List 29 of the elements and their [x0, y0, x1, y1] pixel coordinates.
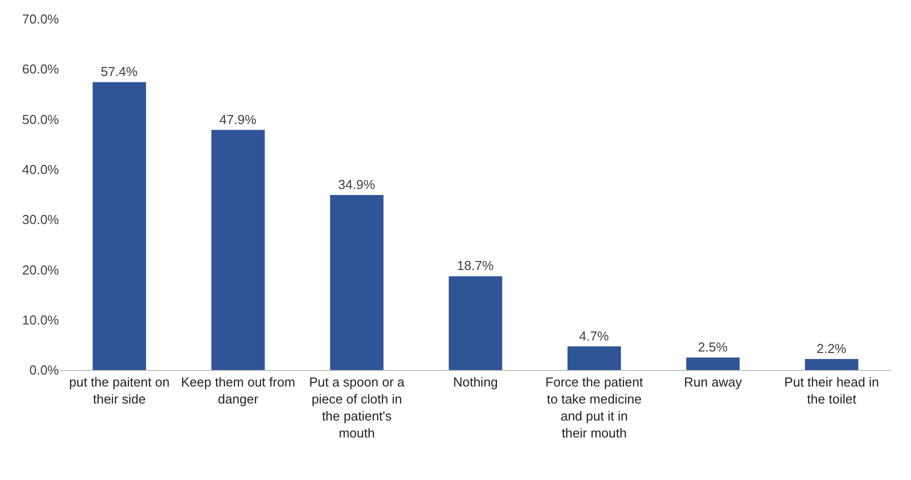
- bar: [448, 276, 502, 370]
- y-tick-label: 0.0%: [29, 362, 60, 378]
- y-tick-label: 10.0%: [22, 312, 60, 328]
- data-label: 47.9%: [219, 112, 257, 127]
- data-label: 2.2%: [816, 340, 847, 356]
- data-label: 34.9%: [338, 177, 376, 192]
- data-label: 4.7%: [579, 328, 610, 344]
- bar: [686, 357, 740, 370]
- data-label: 18.7%: [456, 258, 494, 274]
- bar: [330, 195, 384, 370]
- y-tick-label: 30.0%: [22, 212, 60, 228]
- data-label: 57.4%: [100, 64, 138, 80]
- bar: [804, 358, 858, 370]
- bar: [568, 346, 621, 370]
- x-tick-label: put the paitent on their side: [69, 374, 170, 406]
- y-tick-label: 70.0%: [22, 12, 60, 27]
- y-tick-label: 60.0%: [22, 62, 60, 77]
- x-tick-label: Keep them out from danger: [180, 374, 296, 406]
- x-tick-label: Run away: [684, 374, 742, 390]
- y-tick-label: 20.0%: [22, 262, 60, 278]
- x-tick-label: Nothing: [453, 374, 498, 390]
- x-tick-label: Put a spoon or a piece of cloth in the patient's mouth: [309, 374, 406, 440]
- data-label: 2.5%: [698, 339, 728, 354]
- bar: [92, 82, 146, 370]
- x-tick-label: Force the patient to take medicine and put it in their mouth: [545, 374, 644, 440]
- y-tick-label: 40.0%: [22, 162, 60, 177]
- y-tick-label: 50.0%: [22, 112, 60, 127]
- x-tick-label: Put their head in the toilet: [784, 374, 879, 406]
- bar: [211, 130, 265, 370]
